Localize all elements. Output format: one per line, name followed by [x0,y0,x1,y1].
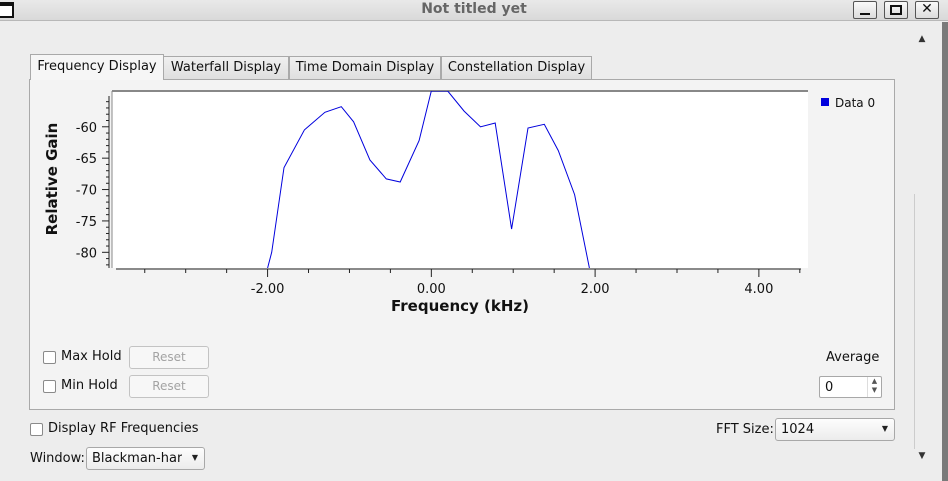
y-tick-label: -65 [76,152,97,167]
scrollbar-thumb[interactable] [914,194,930,449]
display-rf-label: Display RF Frequencies [48,421,199,436]
x-tick-label: 4.00 [744,282,773,297]
fft-size-value: 1024 [781,422,815,437]
max-hold-reset-button[interactable]: Reset [129,346,209,369]
window-select[interactable]: Blackman-harris ▼ [86,447,205,470]
legend-marker [821,98,829,106]
maximize-icon [890,5,902,15]
scroll-up-icon[interactable]: ▲ [918,34,926,44]
chevron-down-icon: ▼ [191,453,198,462]
window-value: Blackman-harris [92,451,182,466]
y-tick-label: -60 [76,121,97,136]
minimize-icon [860,13,870,15]
window-titlebar[interactable]: Not titled yet ✕ [0,0,948,21]
chevron-down-icon: ▼ [881,424,888,433]
tab-constellation-display[interactable]: Constellation Display [441,56,592,80]
vertical-scrollbar[interactable]: ▲ ▼ [913,27,931,467]
scroll-down-icon[interactable]: ▼ [918,451,926,461]
maximize-button[interactable] [884,1,908,19]
x-tick-label: -2.00 [251,282,285,297]
y-axis-label: Relative Gain [43,123,61,236]
window-edge [942,22,948,481]
max-hold-label: Max Hold [61,349,122,364]
spin-arrows-icon[interactable]: ▲ ▼ [867,377,881,397]
min-hold-label: Min Hold [61,378,118,393]
min-hold-reset-button[interactable]: Reset [129,375,209,398]
plot-canvas[interactable] [112,91,808,268]
app-window-icon[interactable] [0,2,14,18]
tab-frequency-display[interactable]: Frequency Display [30,54,164,80]
fft-size-label: FFT Size: [716,422,774,437]
window-title: Not titled yet [421,1,527,17]
x-tick-label: 0.00 [417,282,446,297]
average-label: Average [826,350,880,365]
average-value: 0 [825,380,834,395]
tab-time-domain-display[interactable]: Time Domain Display [289,56,441,80]
y-tick-label: -80 [76,246,97,261]
min-hold-checkbox[interactable] [43,380,56,393]
display-rf-checkbox[interactable] [30,423,43,436]
window-label: Window: [30,451,85,466]
close-button[interactable]: ✕ [915,1,939,19]
tab-waterfall-display[interactable]: Waterfall Display [163,56,289,80]
legend-label: Data 0 [835,96,875,110]
close-icon: ✕ [921,1,933,17]
average-spinbox[interactable]: 0 ▲ ▼ [819,376,882,398]
x-tick-label: 2.00 [581,282,610,297]
fft-size-select[interactable]: 1024 ▼ [775,418,895,441]
series-line-data-0 [267,91,590,268]
minimize-button[interactable] [853,1,877,19]
y-tick-label: -75 [76,215,97,230]
y-tick-label: -70 [76,184,97,199]
max-hold-checkbox[interactable] [43,351,56,364]
x-axis-label: Frequency (kHz) [391,297,529,315]
